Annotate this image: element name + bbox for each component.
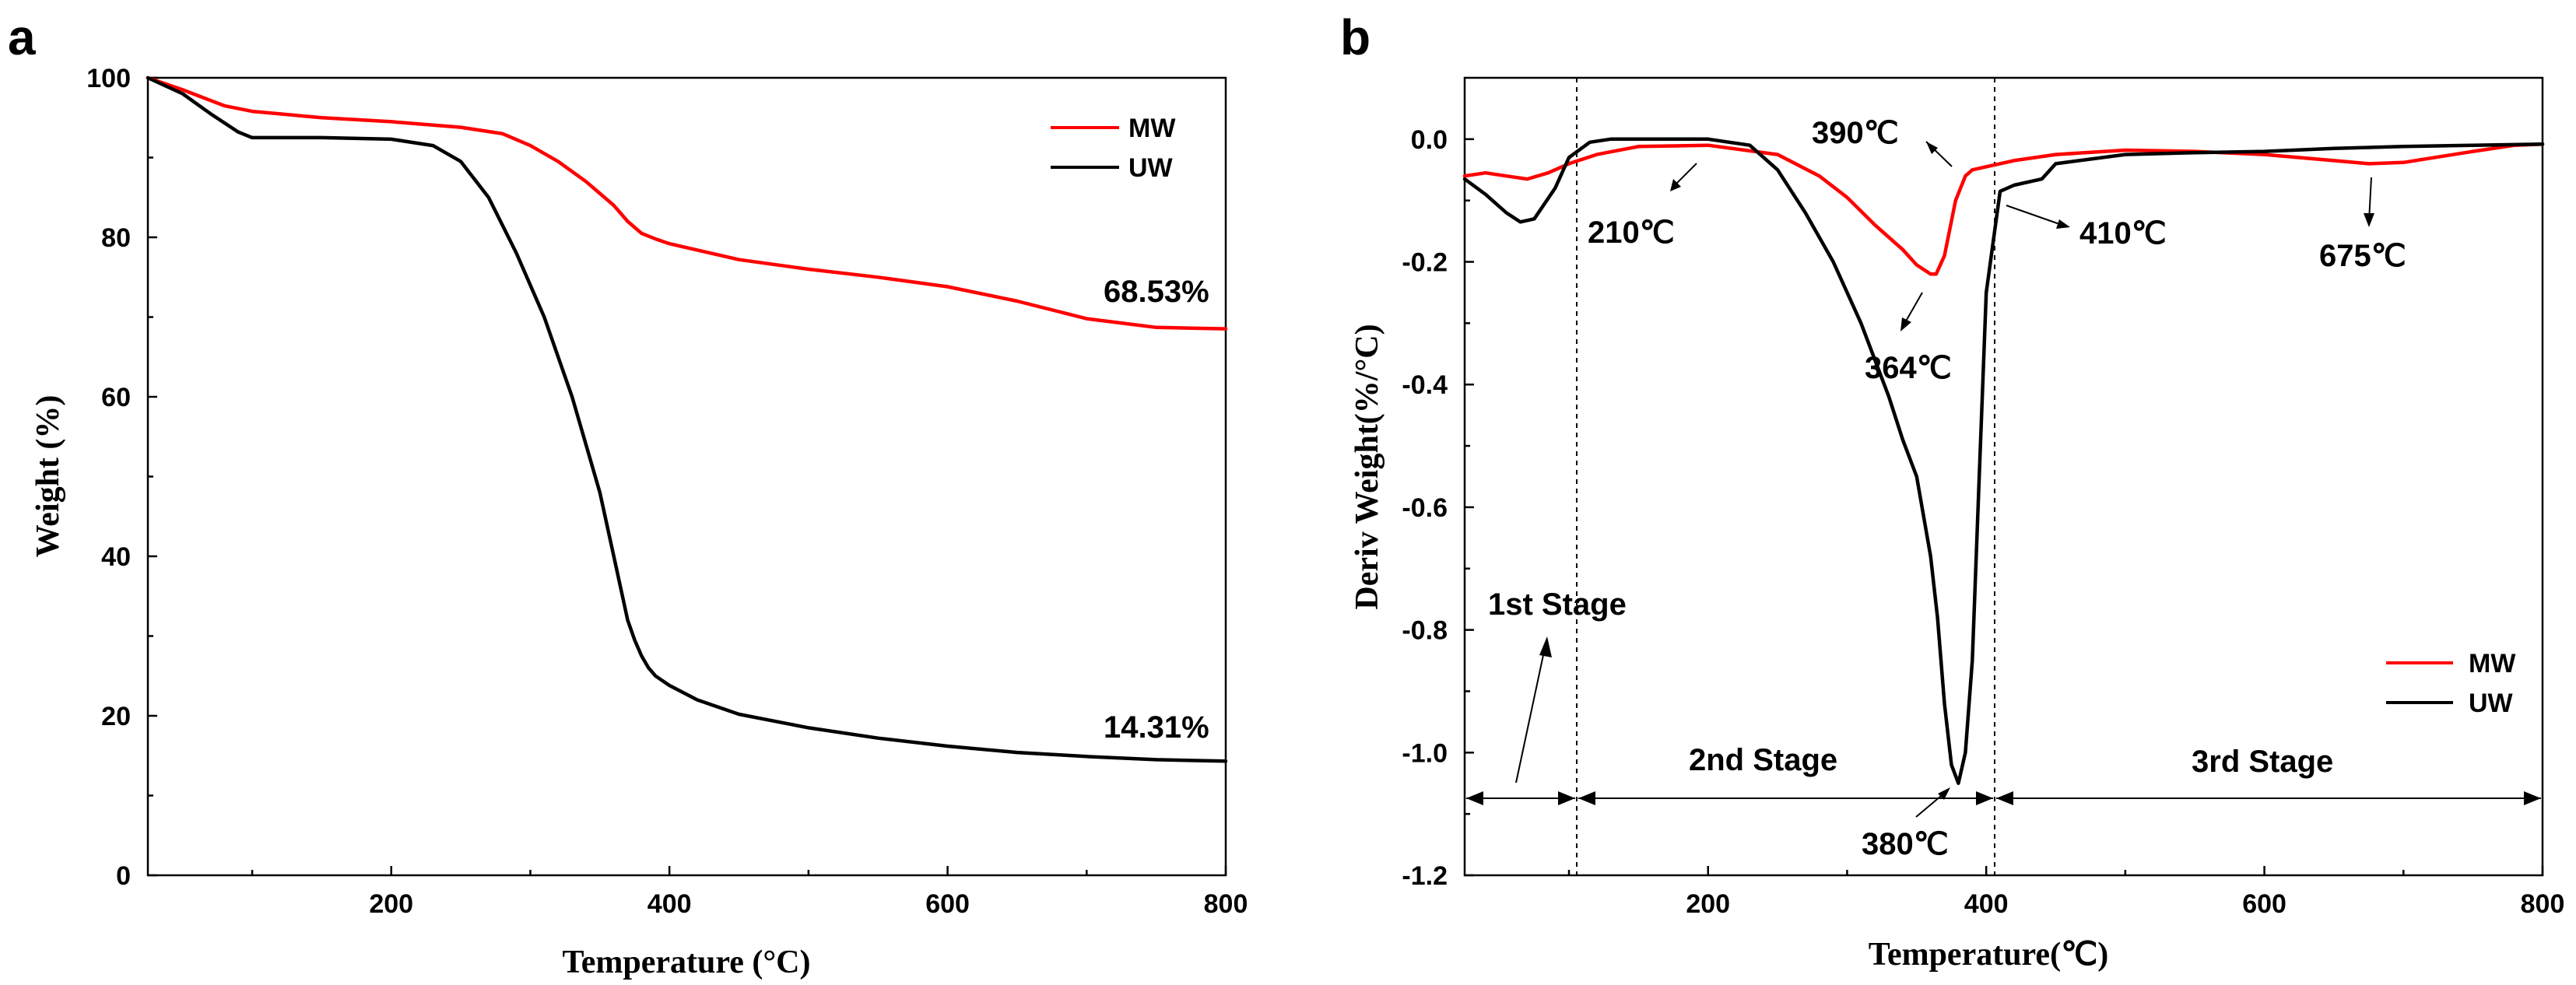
legend-label-uw: UW	[2469, 689, 2514, 718]
legend-label-mw: MW	[1128, 114, 1176, 143]
panel-b-y-tick-label: -1.0	[1402, 738, 1448, 768]
panel-b-y-tick-label: -0.8	[1402, 616, 1448, 646]
panel-b-x-tick-label: 800	[2521, 889, 2565, 919]
panel-a-y-tick-label: 100	[86, 64, 131, 93]
legend-label-mw: MW	[2469, 649, 2516, 678]
annotation-210-arrowhead	[1670, 179, 1681, 191]
stage-3-arrowhead-left	[1996, 791, 2013, 805]
annotation-uw-residue: 14.31%	[1104, 710, 1209, 745]
panel-b-chart: 200 400 600 8000.0-0.2-0.4-0.6-0.8-1.0-1.2 …	[1349, 76, 2564, 973]
panel-a-y-tick-label: 60	[101, 383, 131, 412]
panel-b-legend: MW UW	[2386, 649, 2516, 718]
annotation-675: 675℃	[2319, 239, 2406, 273]
stage-2-arrowhead-left	[1578, 791, 1595, 805]
annotation-364-arrowhead	[1900, 317, 1911, 331]
panel-b-y-tick-label: -0.4	[1402, 370, 1448, 400]
stage-3-arrowhead-right	[2524, 791, 2541, 805]
stage-1-pointer-line	[1515, 643, 1546, 783]
panel-a-x-axis-title: Temperature (°C)	[563, 945, 811, 980]
stage-2-label: 2nd Stage	[1689, 743, 1837, 777]
annotation-380: 380℃	[1862, 827, 1949, 861]
stage-arrows	[1466, 636, 2541, 805]
panel-b-y-axis-title: Deriv Weight(%/°C)	[1349, 324, 1385, 609]
panel-a-legend: MW UW	[1051, 114, 1176, 183]
stage-3-label: 3rd Stage	[2192, 745, 2333, 779]
panel-b-ticks: 200 400 600 800 0.0 -0.2 -0.4 -0.6 -0.8 -1.0 -1.2	[1402, 125, 2564, 919]
panel-b-x-tick-label: 200	[1686, 889, 1730, 919]
panel-b-plot-frame	[1463, 76, 2544, 877]
panel-a-y-tick-label: 80	[101, 223, 131, 253]
panel-b-series	[1462, 137, 2545, 785]
panel-a-ticks: 200 400 600 800 0 20 40 60 80 100	[86, 64, 1248, 919]
legend-label-uw: UW	[1128, 153, 1174, 183]
annotation-410-arrowhead	[2056, 219, 2070, 229]
panel-a-y-tick-label: 20	[101, 702, 131, 731]
annotation-mw-residue: 68.53%	[1104, 275, 1209, 309]
annotation-364: 364℃	[1865, 351, 1952, 385]
panel-a-x-tick-label: 400	[648, 889, 692, 919]
panel-b-series-uw	[1462, 137, 2545, 785]
panel-b-y-tick-label: -0.2	[1402, 248, 1448, 278]
stage-1-label: 1st Stage	[1488, 587, 1627, 622]
annotation-410-arrow	[2006, 205, 2065, 226]
panel-a-y-axis-title: Weight (%)	[30, 395, 66, 558]
stage-1-arrowhead-left	[1466, 791, 1483, 805]
panel-b-y-tick-label: -1.2	[1402, 861, 1448, 891]
panel-a-series	[146, 75, 1228, 763]
panel-a-series-mw	[146, 75, 1228, 331]
panel-a-x-tick-label: 200	[369, 889, 413, 919]
panel-a-y-tick-label: 0	[116, 861, 131, 891]
panel-letter-a: a	[8, 9, 36, 65]
stage-2-arrowhead-right	[1976, 791, 1993, 805]
stage-1-arrowhead-right	[1558, 791, 1575, 805]
panel-a-x-tick-label: 800	[1204, 889, 1248, 919]
stage-1-pointer-arrowhead	[1539, 636, 1552, 657]
panel-b-x-tick-label: 600	[2242, 889, 2286, 919]
annotation-210: 210℃	[1588, 216, 1675, 250]
panel-a-y-tick-label: 40	[101, 542, 131, 572]
panel-a-x-tick-label: 600	[925, 889, 970, 919]
panel-b-x-tick-label: 400	[1964, 889, 2009, 919]
annotation-675-arrowhead	[2364, 213, 2374, 227]
panel-letter-b: b	[1340, 9, 1370, 65]
peak-annotations: 210℃ 390℃ 364℃ 410℃ 675℃ 380℃	[1588, 116, 2406, 861]
annotation-390: 390℃	[1812, 116, 1899, 150]
panel-b-x-axis-title: Temperature(℃)	[1869, 937, 2108, 973]
annotation-380-arrowhead	[1938, 787, 1950, 800]
annotation-390-arrowhead	[1926, 142, 1938, 154]
annotation-410: 410℃	[2079, 216, 2167, 251]
panel-a-series-uw	[146, 75, 1228, 763]
panel-b-y-tick-label: 0.0	[1411, 125, 1448, 155]
panel-b-y-tick-label: -0.6	[1402, 493, 1448, 523]
panel-a-chart: 200 400 600 800 0 20 40 60 80 100 Temperature (°C…	[30, 64, 1248, 980]
panel-b-series-mw	[1462, 142, 2545, 276]
